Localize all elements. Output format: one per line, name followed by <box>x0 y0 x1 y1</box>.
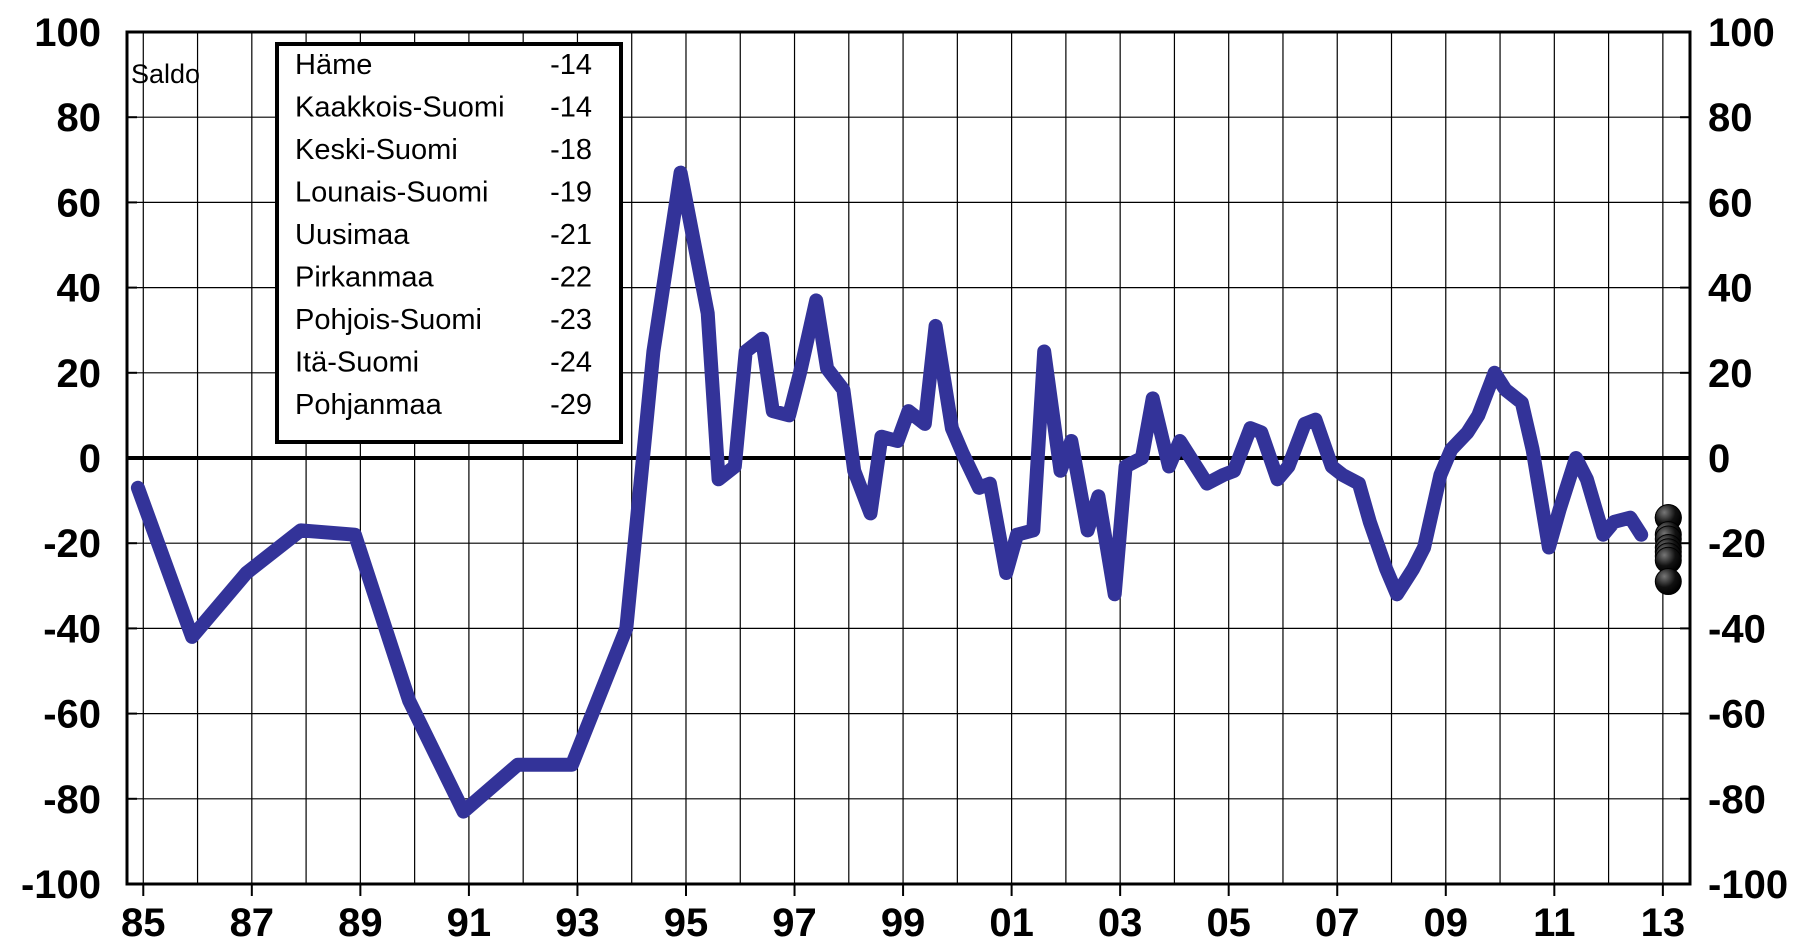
x-tick-label: 09 <box>1424 901 1469 944</box>
y-tick-label-left: -20 <box>43 522 101 566</box>
legend-box: Häme -14 Kaakkois-Suomi -14 Keski-Suomi -18 Lo… <box>275 42 623 444</box>
x-tick-label: 93 <box>555 901 600 944</box>
x-tick-label: 97 <box>772 901 817 944</box>
legend-region-value: -14 <box>550 92 592 124</box>
y-tick-label-right: 0 <box>1708 437 1730 481</box>
x-tick-label: 03 <box>1098 901 1143 944</box>
legend-region-value: -23 <box>550 304 592 336</box>
y-tick-label-left: -60 <box>43 693 101 737</box>
y-axis-label: Saldo <box>131 59 200 89</box>
y-tick-label-left: -40 <box>43 607 101 651</box>
x-tick-label: 07 <box>1315 901 1360 944</box>
legend-region-value: -29 <box>550 389 592 421</box>
x-tick-label: 87 <box>230 901 275 944</box>
x-tick-label: 95 <box>664 901 709 944</box>
region-marker-dot <box>1654 568 1682 596</box>
legend-region-label: Kaakkois-Suomi <box>295 92 505 124</box>
y-tick-label-right: 20 <box>1708 352 1753 396</box>
legend-region-label: Lounais-Suomi <box>295 177 488 209</box>
y-tick-label-right: -80 <box>1708 778 1766 822</box>
y-tick-label-left: 40 <box>57 267 102 311</box>
y-tick-label-left: -100 <box>21 863 101 907</box>
y-tick-label-right: 60 <box>1708 181 1753 225</box>
y-tick-label-right: -100 <box>1708 863 1788 907</box>
x-tick-label: 05 <box>1206 901 1251 944</box>
legend-region-label: Uusimaa <box>295 219 410 251</box>
legend-region-label: Pirkanmaa <box>295 262 434 294</box>
legend-region-value: -24 <box>550 347 592 379</box>
y-axis-left-ticks: 100 80 60 40 20 0 -20 -40 -60 -80 -100 <box>21 11 137 907</box>
x-tick-label: 13 <box>1641 901 1686 944</box>
y-tick-label-right: -20 <box>1708 522 1766 566</box>
x-axis-ticks: 85 87 89 91 93 95 97 99 01 03 05 07 09 11 13 <box>121 884 1685 944</box>
legend-region-value: -22 <box>550 262 592 294</box>
x-tick-label: 01 <box>989 901 1034 944</box>
x-tick-label: 11 <box>1533 901 1575 944</box>
legend-region-label: Itä-Suomi <box>295 347 419 379</box>
y-tick-label-left: -80 <box>43 778 101 822</box>
x-tick-label: 91 <box>447 901 492 944</box>
legend-region-label: Keski-Suomi <box>295 134 458 166</box>
x-tick-label: 89 <box>338 901 383 944</box>
y-axis-right-ticks: 100 80 60 40 20 0 -20 -40 -60 -80 -100 <box>1680 11 1788 907</box>
x-tick-label: 99 <box>881 901 926 944</box>
region-markers <box>1654 504 1682 596</box>
y-tick-label-right: -60 <box>1708 693 1766 737</box>
y-tick-label-left: 60 <box>57 181 102 225</box>
x-tick-label: 85 <box>121 901 166 944</box>
legend-region-value: -14 <box>550 49 592 81</box>
series-line <box>130 165 1649 819</box>
legend-region-label: Pohjois-Suomi <box>295 304 482 336</box>
y-tick-label-left: 100 <box>34 11 101 55</box>
legend-region-value: -19 <box>550 177 592 209</box>
y-tick-label-left: 0 <box>79 437 101 481</box>
legend-region-value: -21 <box>550 219 592 251</box>
y-tick-label-right: 100 <box>1708 11 1775 55</box>
y-tick-label-left: 20 <box>57 352 102 396</box>
legend-region-label: Häme <box>295 49 372 81</box>
legend-region-value: -18 <box>550 134 592 166</box>
legend-frame <box>275 42 623 444</box>
series-layer <box>130 165 1649 819</box>
y-tick-label-right: -40 <box>1708 607 1766 651</box>
y-tick-label-right: 80 <box>1708 96 1753 140</box>
legend-region-label: Pohjanmaa <box>295 389 443 421</box>
y-tick-label-right: 40 <box>1708 267 1753 311</box>
y-tick-label-left: 80 <box>57 96 102 140</box>
